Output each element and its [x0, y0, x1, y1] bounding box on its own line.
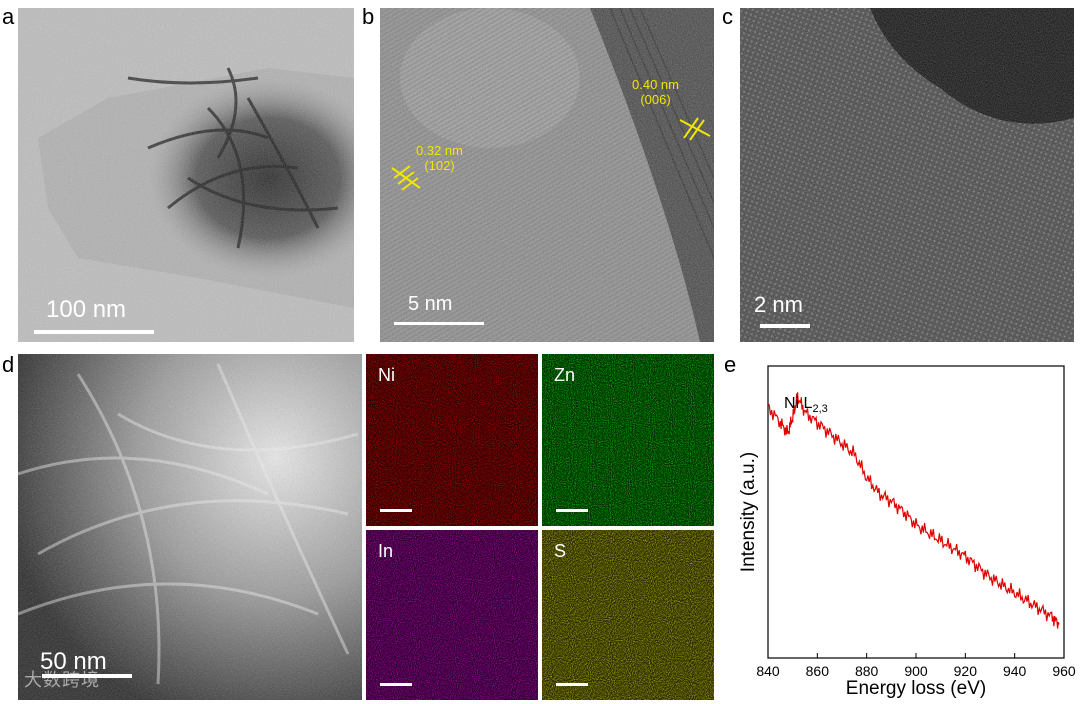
- x-tick-label: 900: [904, 663, 928, 679]
- eds-map-in: In: [366, 530, 538, 700]
- scale-label: 2 nm: [754, 292, 803, 317]
- peak-annotation-subscript: 2,3: [812, 403, 827, 415]
- panel-label-a: a: [2, 4, 15, 29]
- eels-spectrum-chart: 840 860 880 900 920 940 960 Ni L2,3 Energy los…: [738, 365, 1076, 699]
- eds-map-in-graphic: [366, 530, 538, 700]
- x-tick-label: 860: [806, 663, 830, 679]
- panel-label-c: c: [722, 4, 733, 29]
- scale-bar: [42, 674, 132, 678]
- scale-label: 5 nm: [408, 293, 453, 315]
- panel-label-b: b: [362, 4, 375, 29]
- lattice-plane: (102): [424, 157, 455, 173]
- scale-bar: [556, 683, 588, 686]
- eds-map-label: Ni: [378, 365, 395, 385]
- eds-map-label: In: [378, 541, 394, 561]
- scale-label: 100 nm: [46, 296, 127, 323]
- tem-image-b: 0.32 nm (102) 0.40 nm (006) 5 nm: [380, 8, 714, 342]
- peak-annotation: Ni L2,3: [784, 395, 828, 415]
- spectrum-line: [767, 392, 1060, 629]
- lattice-plane: (006): [640, 91, 671, 107]
- lattice-spacing: 0.32 nm: [416, 143, 463, 158]
- eds-map-ni: Ni: [366, 354, 538, 526]
- eds-map-s: S: [542, 530, 714, 700]
- scale-bar: [380, 683, 412, 686]
- tem-image-a: 100 nm: [18, 8, 354, 342]
- scale-label: 50 nm: [40, 648, 107, 675]
- lattice-spacing: 0.40 nm: [632, 77, 679, 92]
- x-tick-label: 940: [1003, 663, 1027, 679]
- eds-map-zn: Zn: [542, 354, 714, 526]
- x-tick-label: 880: [855, 663, 879, 679]
- stem-image-c: 2 nm: [740, 8, 1074, 342]
- scale-bar: [394, 322, 484, 325]
- lattice-label-102: 0.32 nm (102): [416, 143, 463, 174]
- peak-annotation-main: Ni L: [784, 395, 813, 412]
- eds-map-label: Zn: [554, 365, 576, 385]
- scale-bar: [556, 509, 588, 512]
- tem-image-b-graphic: [380, 8, 714, 342]
- watermark: 大数跨境: [24, 670, 100, 691]
- x-ticks: 840 860 880 900 920 940 960: [756, 653, 1076, 679]
- scale-bar: [380, 509, 412, 512]
- lattice-label-006: 0.40 nm (006): [632, 77, 679, 108]
- eds-map-s-graphic: [542, 530, 714, 700]
- tem-image-a-graphic: [18, 8, 354, 342]
- eds-map-zn-graphic: [542, 354, 714, 526]
- x-tick-label: 840: [756, 663, 780, 679]
- x-tick-label: 920: [954, 663, 978, 679]
- x-axis-title: Energy loss (eV): [846, 678, 986, 699]
- haadf-image-d: 50 nm 大数跨境: [18, 354, 362, 700]
- scale-bar: [760, 324, 810, 328]
- eds-map-ni-graphic: [366, 354, 538, 526]
- haadf-image-d-graphic: [18, 354, 362, 700]
- x-tick-label: 960: [1052, 663, 1076, 679]
- y-axis-title: Intensity (a.u.): [738, 452, 759, 572]
- eds-map-label: S: [554, 541, 567, 561]
- stem-image-c-graphic: [740, 8, 1074, 342]
- panel-label-e: e: [724, 352, 737, 377]
- panel-label-d: d: [2, 352, 15, 377]
- scale-bar: [34, 330, 154, 334]
